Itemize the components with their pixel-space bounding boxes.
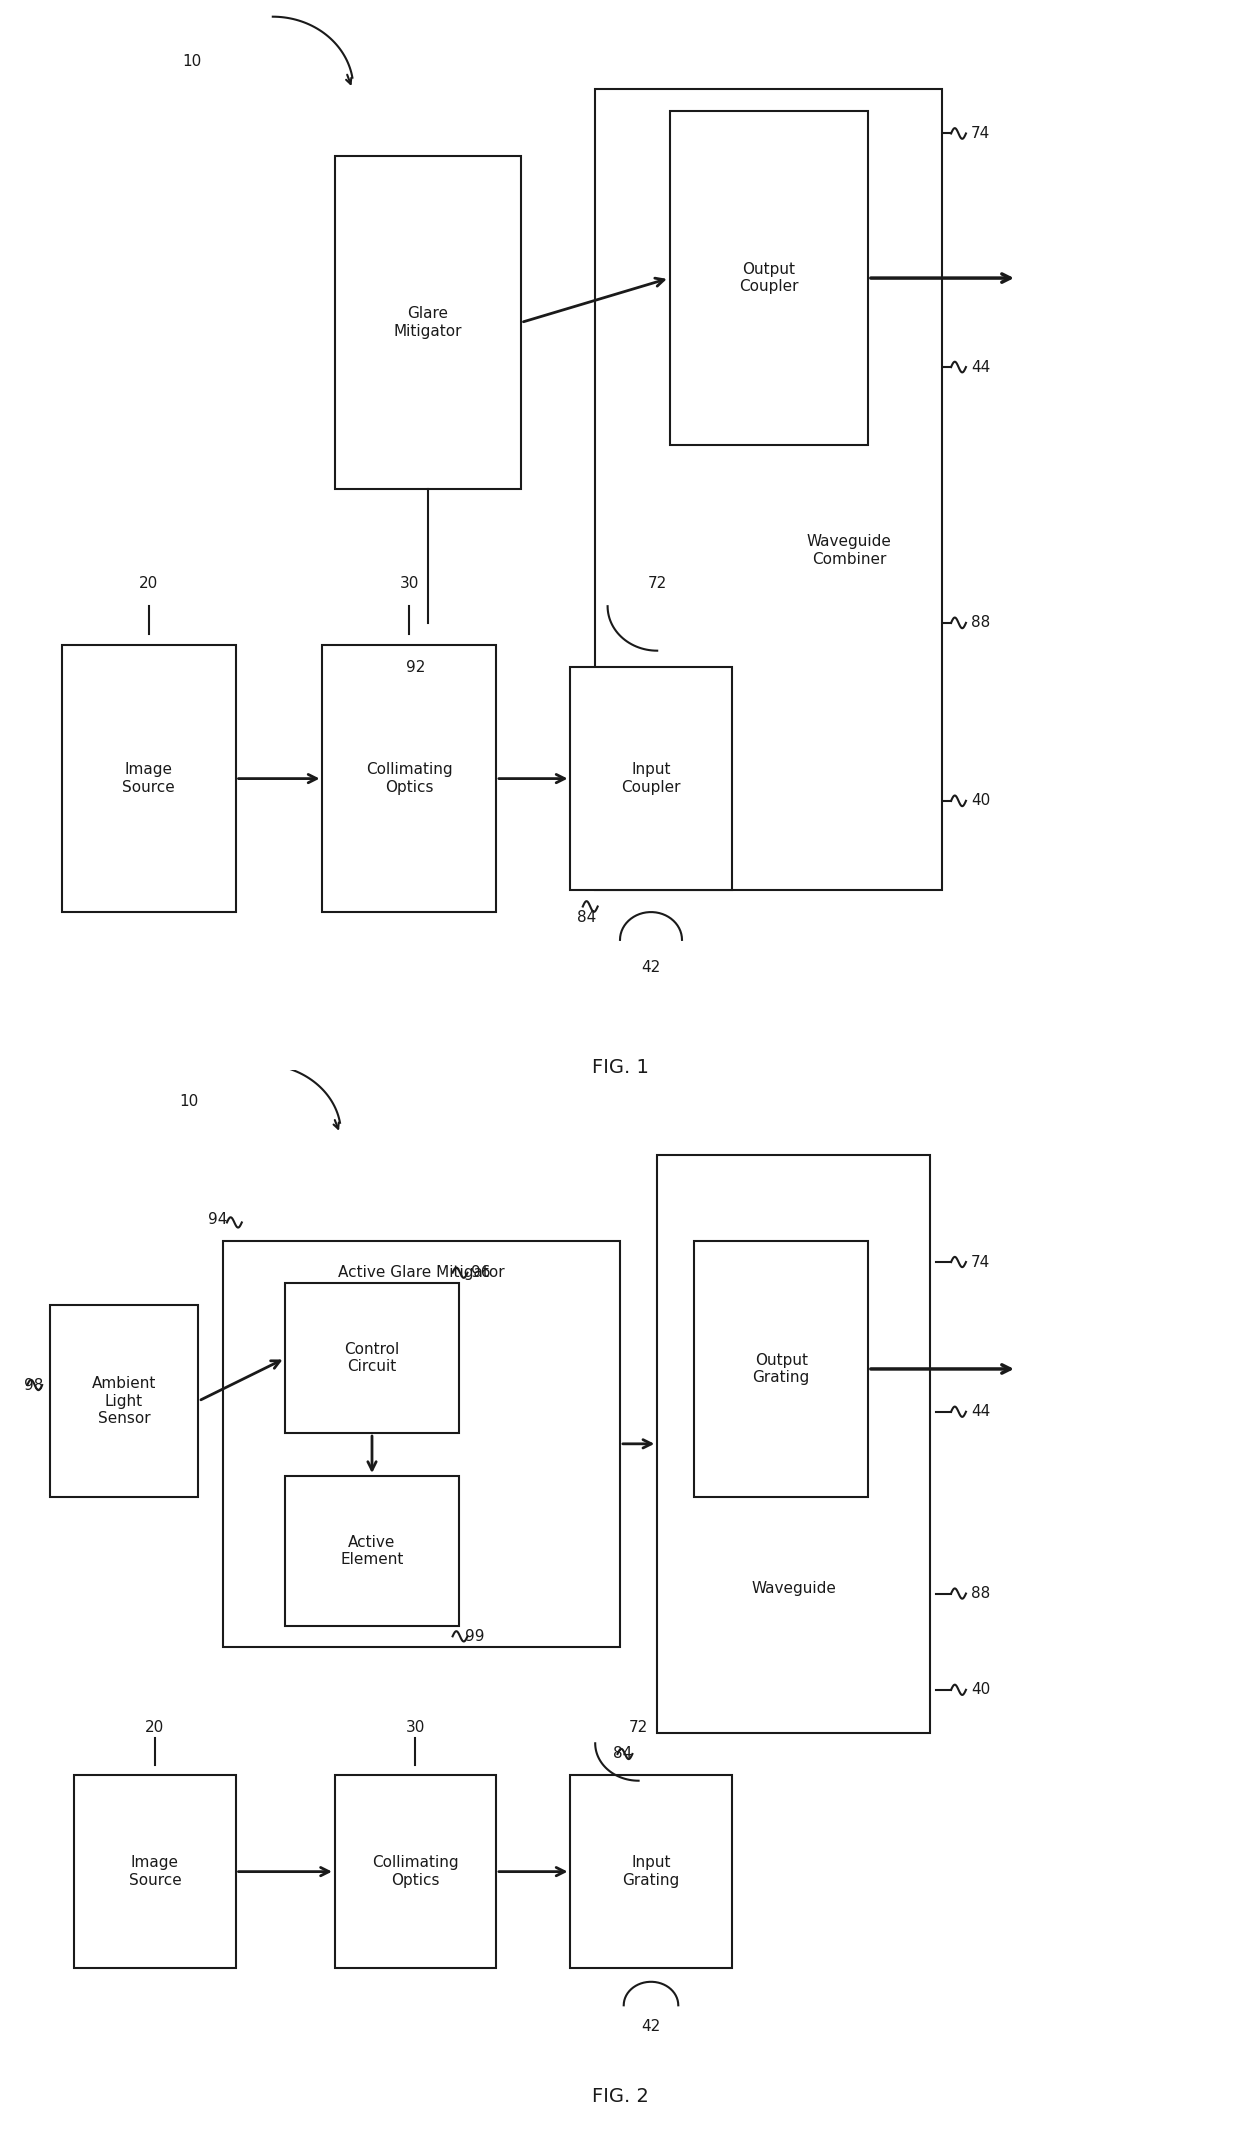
Text: 84: 84	[577, 909, 596, 926]
Text: 98: 98	[24, 1378, 43, 1392]
Text: Output
Coupler: Output Coupler	[739, 261, 799, 295]
Text: 92: 92	[405, 659, 425, 676]
Text: 10: 10	[179, 1093, 198, 1110]
Text: Output
Grating: Output Grating	[753, 1352, 810, 1386]
Text: 10: 10	[182, 53, 202, 68]
Text: 44: 44	[971, 359, 991, 374]
Text: 44: 44	[971, 1403, 991, 1420]
Text: Active
Element: Active Element	[340, 1534, 404, 1568]
Text: 20: 20	[145, 1720, 165, 1735]
Text: 88: 88	[971, 616, 991, 631]
Text: 20: 20	[139, 575, 159, 593]
FancyBboxPatch shape	[670, 111, 868, 445]
Text: FIG. 2: FIG. 2	[591, 2088, 649, 2105]
Text: Image
Source: Image Source	[129, 1855, 181, 1889]
Text: 30: 30	[399, 575, 419, 593]
FancyBboxPatch shape	[570, 1775, 732, 1968]
Text: 40: 40	[971, 794, 991, 809]
Text: FIG. 1: FIG. 1	[591, 1059, 649, 1078]
Text: Collimating
Optics: Collimating Optics	[366, 761, 453, 796]
FancyBboxPatch shape	[570, 667, 732, 890]
FancyBboxPatch shape	[223, 1241, 620, 1647]
Text: 72: 72	[629, 1720, 649, 1735]
FancyBboxPatch shape	[335, 1775, 496, 1968]
Text: 40: 40	[971, 1681, 991, 1698]
Text: 88: 88	[971, 1585, 991, 1602]
Text: Waveguide: Waveguide	[751, 1581, 836, 1596]
Text: Waveguide
Combiner: Waveguide Combiner	[807, 535, 892, 567]
Text: Image
Source: Image Source	[123, 761, 175, 796]
Text: 84: 84	[613, 1745, 632, 1763]
FancyBboxPatch shape	[322, 646, 496, 911]
Text: 72: 72	[647, 575, 667, 593]
Text: Glare
Mitigator: Glare Mitigator	[393, 306, 463, 338]
Text: 74: 74	[971, 1253, 991, 1271]
Text: Collimating
Optics: Collimating Optics	[372, 1855, 459, 1889]
Text: 74: 74	[971, 126, 991, 141]
Text: 42: 42	[641, 2019, 661, 2034]
FancyBboxPatch shape	[74, 1775, 236, 1968]
Text: Active Glare Mitigator: Active Glare Mitigator	[339, 1264, 505, 1281]
FancyBboxPatch shape	[657, 1155, 930, 1733]
Text: Ambient
Light
Sensor: Ambient Light Sensor	[92, 1375, 156, 1427]
FancyBboxPatch shape	[285, 1476, 459, 1626]
Text: Control
Circuit: Control Circuit	[345, 1341, 399, 1375]
FancyBboxPatch shape	[50, 1305, 198, 1497]
Text: Input
Coupler: Input Coupler	[621, 761, 681, 796]
Text: 99: 99	[465, 1628, 485, 1645]
FancyBboxPatch shape	[62, 646, 236, 911]
FancyBboxPatch shape	[285, 1283, 459, 1433]
Text: Input
Grating: Input Grating	[622, 1855, 680, 1889]
Text: 30: 30	[405, 1720, 425, 1735]
Text: 96: 96	[471, 1264, 491, 1281]
Text: 94: 94	[207, 1211, 227, 1228]
FancyBboxPatch shape	[335, 156, 521, 490]
FancyBboxPatch shape	[595, 90, 942, 890]
FancyBboxPatch shape	[694, 1241, 868, 1497]
Text: 42: 42	[641, 960, 661, 975]
